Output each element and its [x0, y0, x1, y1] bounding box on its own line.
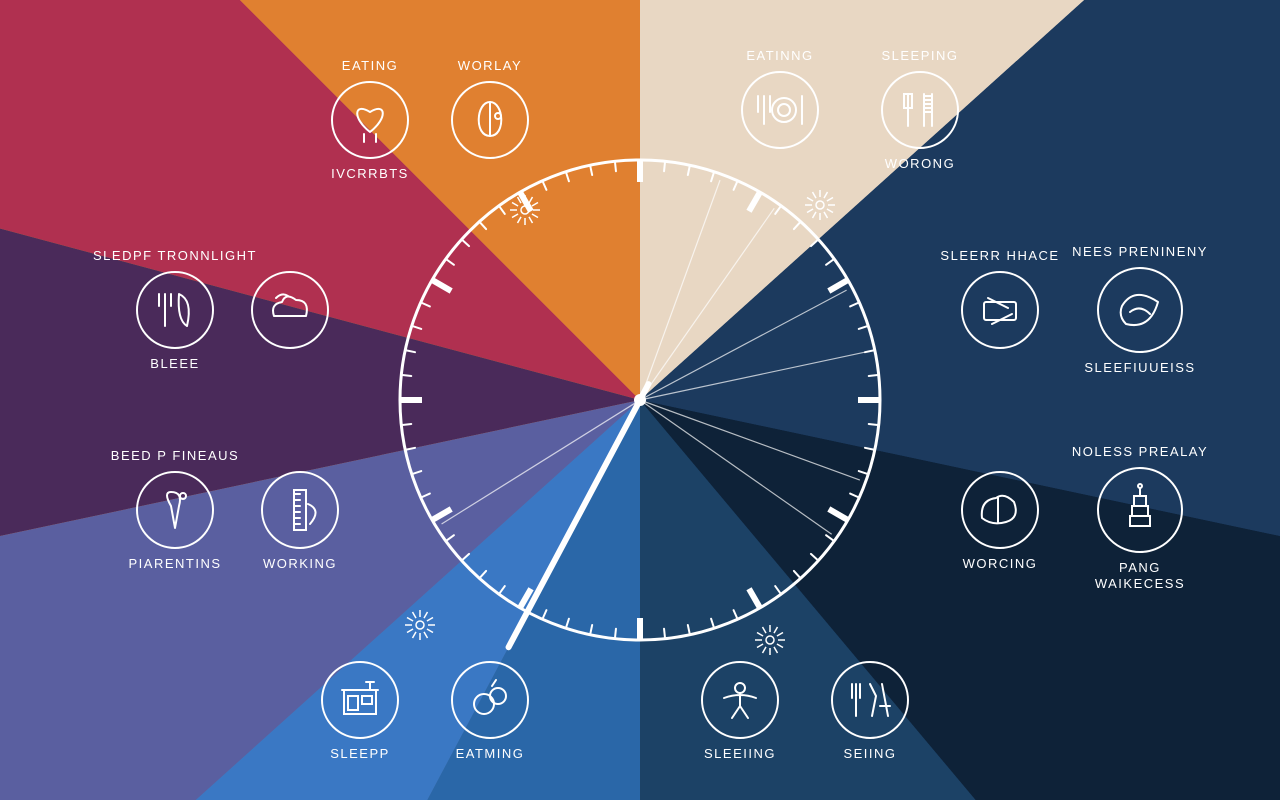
- infographic-svg: EATING IVCRRBTS WORLAY EATINNG SLEEPING WORON…: [0, 0, 1280, 800]
- spoon-label-top: BEED P FINEAUS: [111, 448, 239, 463]
- book-label-top: SLEERR HHACE: [940, 248, 1059, 263]
- heart-label-bot: IVCRRBTS: [331, 166, 409, 181]
- tick-minor: [401, 375, 411, 376]
- stack-label-bot2: WAIKECESS: [1095, 576, 1185, 591]
- infographic-stage: EATING IVCRRBTS WORLAY EATINNG SLEEPING WORON…: [0, 0, 1280, 800]
- tick-minor: [401, 424, 411, 425]
- brush-label-bot: WORONG: [885, 156, 955, 171]
- house-label-bot: SLEEPP: [330, 746, 390, 761]
- tick-minor: [664, 629, 665, 639]
- fork-label-top: SLEDPF TRONNLIGHT: [93, 248, 257, 263]
- brush-label-top: SLEEPING: [881, 48, 958, 63]
- stretch-label-bot: SLEEIING: [704, 746, 776, 761]
- clock-hub: [634, 394, 646, 406]
- pillow-label-bot: WORCING: [963, 556, 1038, 571]
- spoon-label-bot: PIARENTINS: [128, 556, 221, 571]
- heart-label-top: EATING: [342, 58, 398, 73]
- stack-label-bot: PANG: [1119, 560, 1161, 575]
- tick-minor: [869, 375, 879, 376]
- beans-label-bot: EATMING: [456, 746, 525, 761]
- plate-label-top: EATINNG: [746, 48, 813, 63]
- wrap-label-top: NEES PRENINENY: [1072, 244, 1208, 259]
- tick-minor: [615, 629, 616, 639]
- tick-minor: [615, 161, 616, 171]
- wrap-label-bot: SLEEFIUUEISS: [1084, 360, 1195, 375]
- fork-label-bot: BLEEE: [150, 356, 199, 371]
- utensils-label-bot: SEIING: [843, 746, 896, 761]
- ruler-label-bot: WORKING: [263, 556, 337, 571]
- tick-minor: [664, 161, 665, 171]
- tick-minor: [869, 424, 879, 425]
- stack-label-top: NOLESS PREALAY: [1072, 444, 1208, 459]
- egg-label-top: WORLAY: [458, 58, 522, 73]
